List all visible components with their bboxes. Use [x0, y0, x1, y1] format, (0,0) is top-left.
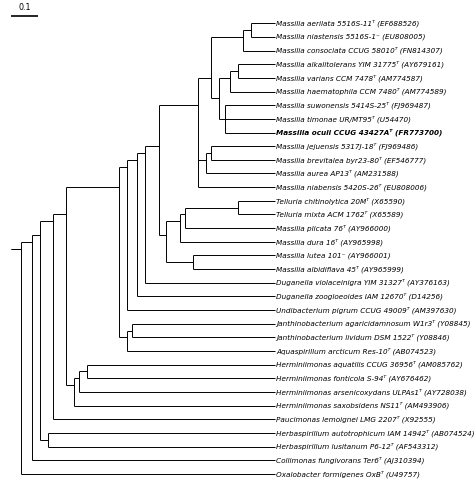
Text: Paucimonas lemoignei LMG 2207ᵀ (X92555): Paucimonas lemoignei LMG 2207ᵀ (X92555)	[276, 415, 436, 423]
Text: Massilia plicata 76ᵀ (AY966000): Massilia plicata 76ᵀ (AY966000)	[276, 224, 391, 232]
Text: Massilia albidiflava 45ᵀ (AY965999): Massilia albidiflava 45ᵀ (AY965999)	[276, 265, 404, 273]
Text: Massilia haematophila CCM 7480ᵀ (AM774589): Massilia haematophila CCM 7480ᵀ (AM77458…	[276, 88, 447, 95]
Text: Massilia brevitalea byr23-80ᵀ (EF546777): Massilia brevitalea byr23-80ᵀ (EF546777)	[276, 156, 426, 164]
Text: Massilia niastensis 5516S-1⁻ (EU808005): Massilia niastensis 5516S-1⁻ (EU808005)	[276, 34, 426, 40]
Text: Herminiimonas saxobsidens NS11ᵀ (AM493906): Herminiimonas saxobsidens NS11ᵀ (AM49390…	[276, 402, 449, 409]
Text: Duganella zoogloeoides IAM 12670ᵀ (D14256): Duganella zoogloeoides IAM 12670ᵀ (D1425…	[276, 293, 443, 300]
Text: Herminiimonas arsenicoxydans ULPAs1ᵀ (AY728038): Herminiimonas arsenicoxydans ULPAs1ᵀ (AY…	[276, 388, 467, 396]
Text: Herminiimonas aquatilis CCUG 36956ᵀ (AM085762): Herminiimonas aquatilis CCUG 36956ᵀ (AM0…	[276, 361, 463, 368]
Text: Massilia aerilata 5516S-11ᵀ (EF688526): Massilia aerilata 5516S-11ᵀ (EF688526)	[276, 20, 419, 27]
Text: Oxalobacter formigenes OxBᵀ (U49757): Oxalobacter formigenes OxBᵀ (U49757)	[276, 470, 420, 478]
Text: Massilia oculi CCUG 43427Aᵀ (FR773700): Massilia oculi CCUG 43427Aᵀ (FR773700)	[276, 129, 442, 136]
Text: Janthinobacterium lividum DSM 1522ᵀ (Y08846): Janthinobacterium lividum DSM 1522ᵀ (Y08…	[276, 334, 450, 341]
Text: Janthinobacterium agaricidamnosum W1r3ᵀ (Y08845): Janthinobacterium agaricidamnosum W1r3ᵀ …	[276, 320, 471, 328]
Text: Massilia aurea AP13ᵀ (AM231588): Massilia aurea AP13ᵀ (AM231588)	[276, 170, 399, 177]
Text: Massilia alkalitolerans YIM 31775ᵀ (AY679161): Massilia alkalitolerans YIM 31775ᵀ (AY67…	[276, 60, 444, 68]
Text: Undibacterium pigrum CCUG 49009ᵀ (AM397630): Undibacterium pigrum CCUG 49009ᵀ (AM3976…	[276, 306, 456, 314]
Text: Telluria chitinolytica 20Mᵀ (X65590): Telluria chitinolytica 20Mᵀ (X65590)	[276, 197, 405, 205]
Text: Massilia lutea 101⁻ (AY966001): Massilia lutea 101⁻ (AY966001)	[276, 252, 391, 259]
Text: Duganella violaceinigra YIM 31327ᵀ (AY376163): Duganella violaceinigra YIM 31327ᵀ (AY37…	[276, 279, 450, 286]
Text: Massilia jejuensis 5317J-18ᵀ (FJ969486): Massilia jejuensis 5317J-18ᵀ (FJ969486)	[276, 143, 418, 150]
Text: Massilia varians CCM 7478ᵀ (AM774587): Massilia varians CCM 7478ᵀ (AM774587)	[276, 74, 423, 82]
Text: Massilia consociata CCUG 58010ᵀ (FN814307): Massilia consociata CCUG 58010ᵀ (FN81430…	[276, 47, 443, 54]
Text: Collimonas fungivorans Ter6ᵀ (AJ310394): Collimonas fungivorans Ter6ᵀ (AJ310394)	[276, 457, 425, 464]
Text: 0.1: 0.1	[18, 4, 31, 13]
Text: Herbaspirillum autotrophicum IAM 14942ᵀ (AB074524): Herbaspirillum autotrophicum IAM 14942ᵀ …	[276, 429, 474, 436]
Text: Massilia timonae UR/MT95ᵀ (U54470): Massilia timonae UR/MT95ᵀ (U54470)	[276, 115, 411, 122]
Text: Herminiimonas fonticola S-94ᵀ (AY676462): Herminiimonas fonticola S-94ᵀ (AY676462)	[276, 374, 431, 382]
Text: Massilia suwonensis 5414S-25ᵀ (FJ969487): Massilia suwonensis 5414S-25ᵀ (FJ969487)	[276, 101, 431, 109]
Text: Massilia dura 16ᵀ (AY965998): Massilia dura 16ᵀ (AY965998)	[276, 238, 383, 245]
Text: Telluria mixta ACM 1762ᵀ (X65589): Telluria mixta ACM 1762ᵀ (X65589)	[276, 211, 403, 218]
Text: Herbaspirillum lusitanum P6-12ᵀ (AF543312): Herbaspirillum lusitanum P6-12ᵀ (AF54331…	[276, 443, 438, 451]
Text: Massilia niabensis 5420S-26ᵀ (EU808006): Massilia niabensis 5420S-26ᵀ (EU808006)	[276, 183, 427, 191]
Text: Aquaspirillum arcticum Res-10ᵀ (AB074523): Aquaspirillum arcticum Res-10ᵀ (AB074523…	[276, 347, 436, 355]
